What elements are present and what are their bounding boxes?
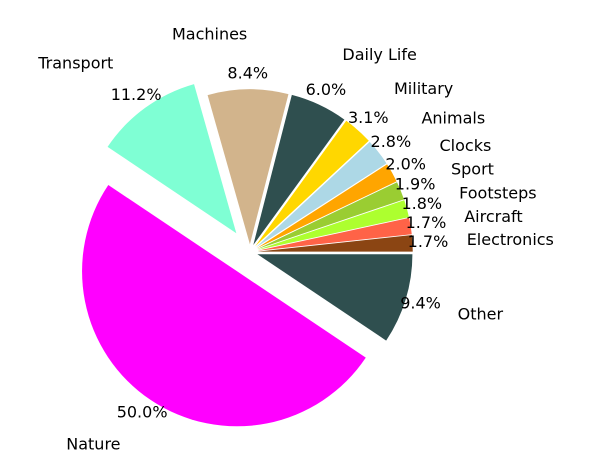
pie-slice xyxy=(257,182,404,250)
percent-label: 11.2% xyxy=(111,85,162,104)
slice-label: Transport xyxy=(37,53,113,72)
pie-slice xyxy=(255,120,369,247)
pie-slice xyxy=(82,184,366,427)
slice-label: Daily Life xyxy=(342,45,416,64)
pie-slice xyxy=(257,254,413,341)
percent-label: 2.0% xyxy=(385,155,426,174)
percent-label: 6.0% xyxy=(306,80,347,99)
slice-label: Military xyxy=(394,79,453,98)
slice-label: Clocks xyxy=(439,136,491,155)
slice-label: Aircraft xyxy=(464,207,522,226)
percent-label: 8.4% xyxy=(227,63,268,82)
slice-label: Other xyxy=(458,305,504,324)
percent-label: 1.7% xyxy=(406,213,447,232)
pie-slice xyxy=(107,84,237,234)
percent-label: 1.9% xyxy=(395,174,436,193)
pie-slice xyxy=(256,164,397,249)
percent-label: 9.4% xyxy=(400,293,441,312)
percent-label: 1.8% xyxy=(401,194,442,213)
pie-slice xyxy=(256,141,387,248)
slice-label: Nature xyxy=(66,435,120,454)
slice-label: Electronics xyxy=(467,230,554,249)
pie-slice xyxy=(257,235,413,252)
pie-slice xyxy=(257,217,412,251)
percent-label: 2.8% xyxy=(371,132,412,151)
slice-label: Footsteps xyxy=(459,184,536,203)
pie-slice xyxy=(253,94,345,245)
slice-label: Sport xyxy=(451,160,494,179)
pie-slice xyxy=(257,200,409,250)
slice-label: Machines xyxy=(172,25,247,44)
pie-slice xyxy=(207,89,289,245)
slice-label: Animals xyxy=(421,108,485,127)
percent-label: 1.7% xyxy=(408,232,449,251)
percent-label: 3.1% xyxy=(348,108,389,127)
percent-label: 50.0% xyxy=(117,402,168,421)
